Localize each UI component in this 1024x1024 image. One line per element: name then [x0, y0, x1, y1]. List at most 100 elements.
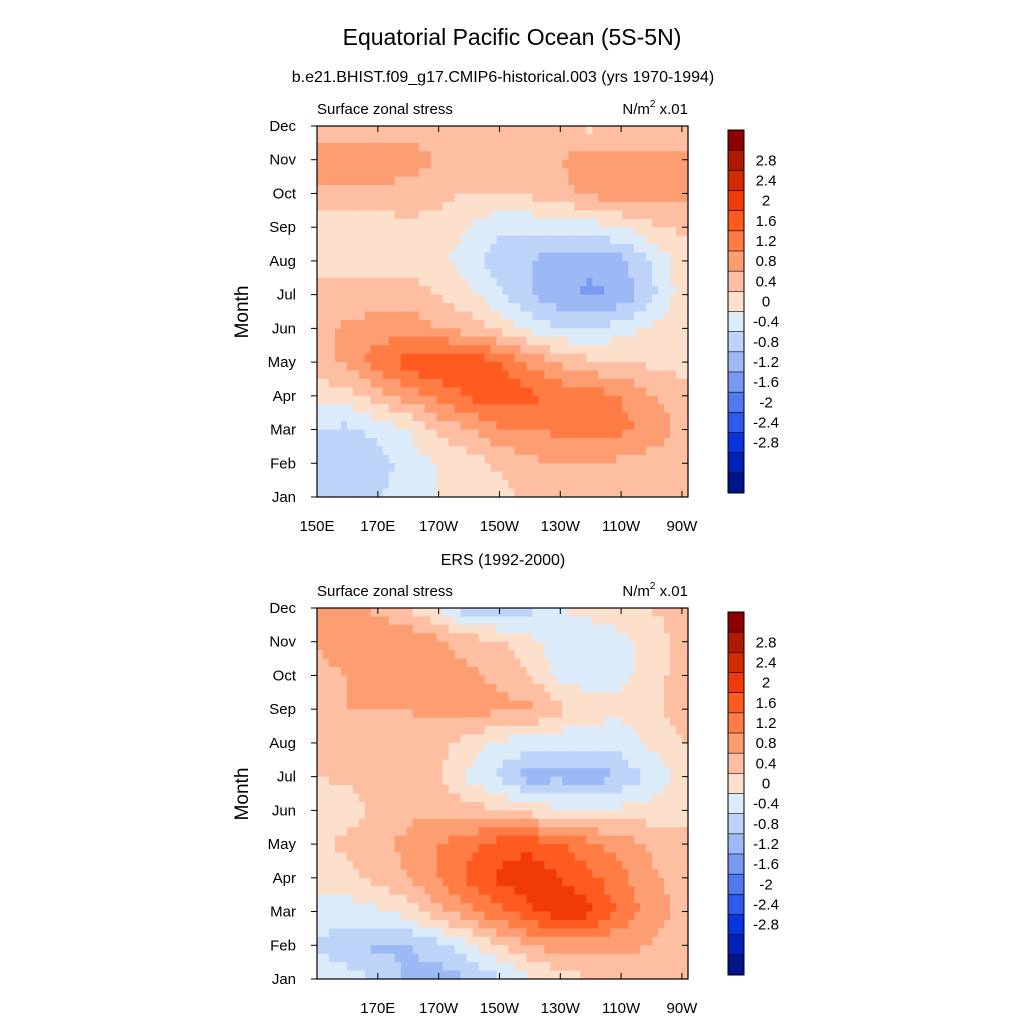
- heatmap-cell: [520, 734, 528, 744]
- heatmap-cell: [526, 709, 534, 719]
- heatmap-cell: [317, 437, 324, 448]
- heatmap-cell: [682, 683, 689, 693]
- heatmap-cell: [550, 185, 557, 195]
- heatmap-cell: [520, 176, 528, 186]
- heatmap-cell: [574, 370, 581, 380]
- heatmap-cell: [400, 463, 408, 473]
- heatmap-cell: [544, 294, 551, 304]
- heatmap-cell: [616, 608, 623, 618]
- heatmap-cell: [442, 336, 450, 346]
- heatmap-cell: [496, 894, 504, 904]
- heatmap-cell: [634, 835, 641, 845]
- heatmap-cell: [388, 176, 396, 186]
- heatmap-cell: [556, 480, 563, 490]
- heatmap-cell: [478, 658, 486, 668]
- heatmap-cell: [418, 168, 426, 178]
- heatmap-cell: [562, 463, 569, 473]
- heatmap-cell: [322, 869, 330, 879]
- heatmap-cell: [364, 193, 372, 203]
- heatmap-cell: [538, 437, 545, 448]
- heatmap-cell: [592, 277, 599, 287]
- heatmap-cell: [442, 252, 450, 262]
- panel-2-subtitle: ERS (1992-2000): [441, 552, 566, 569]
- heatmap-cell: [364, 633, 372, 643]
- heatmap-cell: [454, 759, 462, 769]
- heatmap-cell: [526, 378, 534, 388]
- heatmap-cell: [442, 446, 450, 456]
- heatmap-cell: [424, 201, 432, 211]
- heatmap-cell: [334, 176, 342, 186]
- heatmap-cell: [646, 675, 653, 685]
- heatmap-cell: [502, 675, 510, 685]
- heatmap-cell: [550, 683, 557, 693]
- heatmap-cell: [317, 776, 324, 786]
- heatmap-cell: [526, 835, 534, 845]
- heatmap-cell: [340, 362, 348, 372]
- heatmap-cell: [364, 852, 372, 862]
- heatmap-cell: [418, 454, 426, 464]
- heatmap-cell: [616, 210, 623, 220]
- colorbar-swatch: [728, 150, 744, 171]
- heatmap-cell: [538, 446, 545, 456]
- heatmap-cell: [676, 353, 683, 363]
- heatmap-cell: [502, 387, 510, 397]
- heatmap-cell: [418, 429, 426, 439]
- heatmap-cell: [334, 860, 342, 870]
- heatmap-cell: [322, 616, 330, 626]
- heatmap-cell: [412, 345, 420, 355]
- heatmap-cell: [610, 193, 617, 203]
- heatmap-cell: [580, 404, 587, 414]
- heatmap-cell: [340, 608, 348, 618]
- heatmap-cell: [646, 480, 653, 490]
- heatmap-cell: [562, 793, 569, 803]
- heatmap-cell: [634, 471, 641, 481]
- heatmap-cell: [382, 633, 390, 643]
- heatmap-cell: [442, 650, 450, 660]
- heatmap-cell: [652, 353, 659, 363]
- heatmap-cell: [526, 446, 534, 456]
- heatmap-cell: [418, 751, 426, 761]
- heatmap-cell: [424, 210, 432, 220]
- heatmap-cell: [424, 616, 432, 626]
- heatmap-cell: [658, 168, 665, 178]
- heatmap-cell: [634, 776, 641, 786]
- heatmap-cell: [682, 793, 689, 803]
- heatmap-cell: [646, 471, 653, 481]
- heatmap-cell: [658, 759, 665, 769]
- heatmap-cell: [406, 277, 414, 287]
- heatmap-cell: [514, 210, 522, 220]
- heatmap-cell: [466, 244, 474, 254]
- heatmap-cell: [556, 801, 563, 811]
- heatmap-cell: [472, 404, 480, 414]
- heatmap-cell: [658, 717, 665, 727]
- heatmap-cell: [496, 244, 504, 254]
- heatmap-cell: [586, 785, 593, 795]
- heatmap-cell: [580, 463, 587, 473]
- heatmap-cell: [406, 134, 414, 144]
- heatmap-cell: [664, 454, 671, 464]
- heatmap-cell: [604, 488, 611, 498]
- heatmap-cell: [556, 818, 563, 828]
- heatmap-cell: [317, 667, 324, 677]
- heatmap-cell: [382, 412, 390, 422]
- heatmap-cell: [382, 134, 390, 144]
- heatmap-cell: [622, 877, 629, 887]
- heatmap-cell: [598, 193, 605, 203]
- heatmap-cell: [382, 311, 390, 321]
- heatmap-cell: [317, 675, 324, 685]
- heatmap-cell: [358, 471, 366, 481]
- heatmap-cell: [334, 454, 342, 464]
- heatmap-cell: [472, 446, 480, 456]
- heatmap-cell: [544, 201, 551, 211]
- heatmap-cell: [340, 616, 348, 626]
- heatmap-cell: [448, 471, 456, 481]
- heatmap-cell: [652, 168, 659, 178]
- heatmap-cell: [466, 785, 474, 795]
- heatmap-cell: [490, 210, 498, 220]
- heatmap-cell: [520, 675, 528, 685]
- heatmap-cell: [388, 869, 396, 879]
- heatmap-cell: [514, 641, 522, 651]
- heatmap-cell: [622, 345, 629, 355]
- heatmap-cell: [370, 742, 378, 752]
- heatmap-cell: [322, 345, 330, 355]
